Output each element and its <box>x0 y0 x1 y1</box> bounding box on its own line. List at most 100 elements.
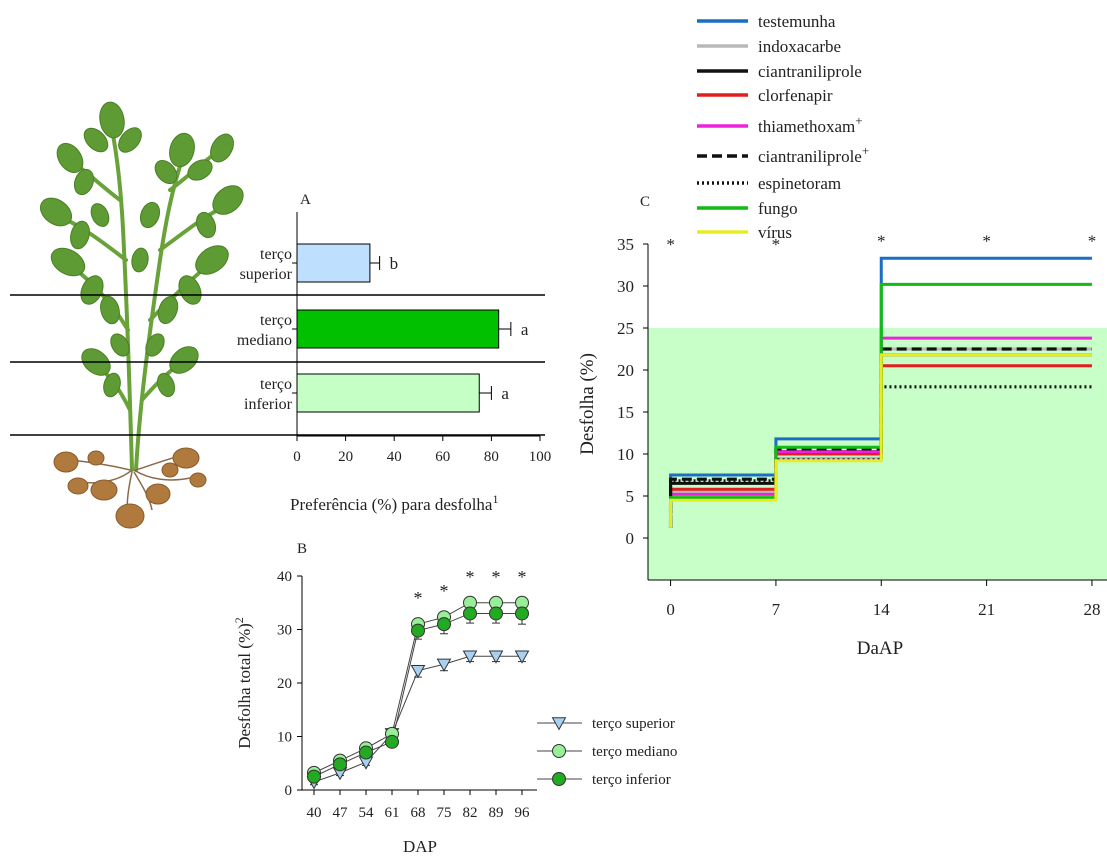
x-axis-title: DaAP <box>857 638 903 659</box>
x-tick-label: 40 <box>307 805 322 821</box>
data-point-s3 <box>489 606 503 621</box>
panel-c-label: C <box>640 194 650 210</box>
data-point-s1 <box>436 658 452 672</box>
y-axis-title: Desfolha total (%)2 <box>232 617 254 749</box>
panel-a-plot: 0 20 40 60 80 100 b terço superior a terço mediano a… <box>237 212 551 514</box>
panel-a: A 0 20 40 60 80 100 b terço superior a terço median… <box>10 192 551 514</box>
y-tick-label: 5 <box>626 487 635 506</box>
x-tick-label: 7 <box>772 600 781 619</box>
category-label-line1: terço <box>260 246 292 263</box>
x-tick-label: 28 <box>1083 600 1100 619</box>
x-tick-label: 54 <box>359 805 375 821</box>
significance-asterisk: * <box>666 235 675 254</box>
legend-label: ciantraniliprole+ <box>758 143 869 166</box>
panel-b-plot: 0 10 20 30 40 40 47 54 61 68 75 82 89 96 DAP Desfolha t… <box>232 567 677 856</box>
x-tick-label: 20 <box>338 449 353 465</box>
category-label-line2: superior <box>240 266 293 283</box>
potato-plant-illustration <box>39 101 244 529</box>
y-tick-label: 20 <box>617 361 634 380</box>
significance-letter: a <box>501 384 509 403</box>
data-point-s3 <box>437 617 451 632</box>
legend-marker <box>552 772 566 786</box>
y-tick-label: 20 <box>277 676 292 692</box>
significance-asterisk: * <box>877 231 886 250</box>
legend-label: ciantraniliprole <box>758 62 862 81</box>
y-tick-label: 10 <box>617 445 634 464</box>
y-axis-title: Desfolha (%) <box>577 353 598 455</box>
legend-label: terço superior <box>592 716 675 732</box>
category-label-line2: mediano <box>237 332 292 349</box>
x-tick-label: 60 <box>435 449 450 465</box>
data-point-s1 <box>410 664 426 679</box>
legend-marker <box>551 717 567 731</box>
significance-asterisk: * <box>772 235 781 254</box>
significance-asterisk: * <box>1088 231 1097 250</box>
bar-3 <box>296 373 480 413</box>
data-point-s1 <box>488 650 504 664</box>
legend-label: testemunha <box>758 12 836 31</box>
significance-asterisk: * <box>466 567 475 587</box>
x-axis-title: Preferência (%) para desfolha1 <box>290 492 498 514</box>
category-label-line2: inferior <box>244 396 293 413</box>
legend-label: vírus <box>758 223 792 242</box>
legend-label: espinetoram <box>758 174 841 193</box>
x-tick-label: 82 <box>463 805 478 821</box>
step-line-2 <box>669 347 1092 528</box>
x-tick-label: 40 <box>387 449 402 465</box>
x-tick-label: 80 <box>484 449 499 465</box>
panel-a-label: A <box>300 192 311 208</box>
legend-label: indoxacarbe <box>758 37 841 56</box>
panel-c: C 0 5 10 15 20 25 30 35 0 7 14 21 28 DaAP Desfolha (%)… <box>577 12 1107 659</box>
step-line-8 <box>669 282 1092 528</box>
y-tick-label: 0 <box>626 529 635 548</box>
legend-label: thiamethoxam+ <box>758 113 863 136</box>
data-point-s3 <box>359 745 373 760</box>
significance-asterisk: * <box>492 567 501 587</box>
y-tick-label: 30 <box>617 277 634 296</box>
y-tick-label: 40 <box>277 569 292 585</box>
y-tick-label: 10 <box>277 730 292 746</box>
data-point-s3 <box>515 606 529 621</box>
x-tick-label: 96 <box>515 805 531 821</box>
data-point-s1 <box>514 650 530 664</box>
step-line-5 <box>669 336 1092 528</box>
x-tick-label: 68 <box>411 805 426 821</box>
data-point-s3 <box>385 734 399 749</box>
x-tick-label: 47 <box>333 805 349 821</box>
data-point-s3 <box>333 757 347 772</box>
bar-1 <box>296 243 371 283</box>
x-tick-label: 14 <box>873 600 891 619</box>
x-axis-title: DAP <box>403 837 437 856</box>
step-line-4 <box>669 364 1092 528</box>
significance-letter: b <box>390 254 399 273</box>
data-point-s1 <box>462 650 478 664</box>
x-tick-label: 0 <box>666 600 675 619</box>
bar-2 <box>296 309 500 349</box>
step-line-6 <box>668 347 1092 528</box>
y-tick-label: 15 <box>617 403 634 422</box>
significance-asterisk: * <box>982 231 991 250</box>
x-tick-label: 89 <box>489 805 504 821</box>
x-tick-label: 100 <box>529 449 552 465</box>
significance-asterisk: * <box>518 567 527 587</box>
y-tick-label: 35 <box>617 235 634 254</box>
legend-label: terço inferior <box>592 772 671 788</box>
x-tick-label: 75 <box>437 805 452 821</box>
panel-b: B 0 10 20 30 40 40 47 54 61 68 75 82 89 96 DAP Desfolha… <box>232 541 677 856</box>
x-tick-label: 0 <box>293 449 301 465</box>
category-label-line1: terço <box>260 312 292 329</box>
x-tick-label: 21 <box>978 600 995 619</box>
significance-letter: a <box>521 320 529 339</box>
step-line-1 <box>669 256 1092 528</box>
significance-asterisk: * <box>414 588 423 608</box>
panel-c-plot: 0 5 10 15 20 25 30 35 0 7 14 21 28 DaAP Desfolha (%) * *… <box>577 12 1107 659</box>
step-line-9 <box>669 353 1092 528</box>
data-point-s3 <box>463 606 477 621</box>
category-label-line1: terço <box>260 376 292 393</box>
significance-asterisk: * <box>440 581 449 601</box>
legend-label: clorfenapir <box>758 86 833 105</box>
data-point-s3 <box>307 769 321 784</box>
y-tick-label: 30 <box>277 623 292 639</box>
legend-label: terço mediano <box>592 744 677 760</box>
